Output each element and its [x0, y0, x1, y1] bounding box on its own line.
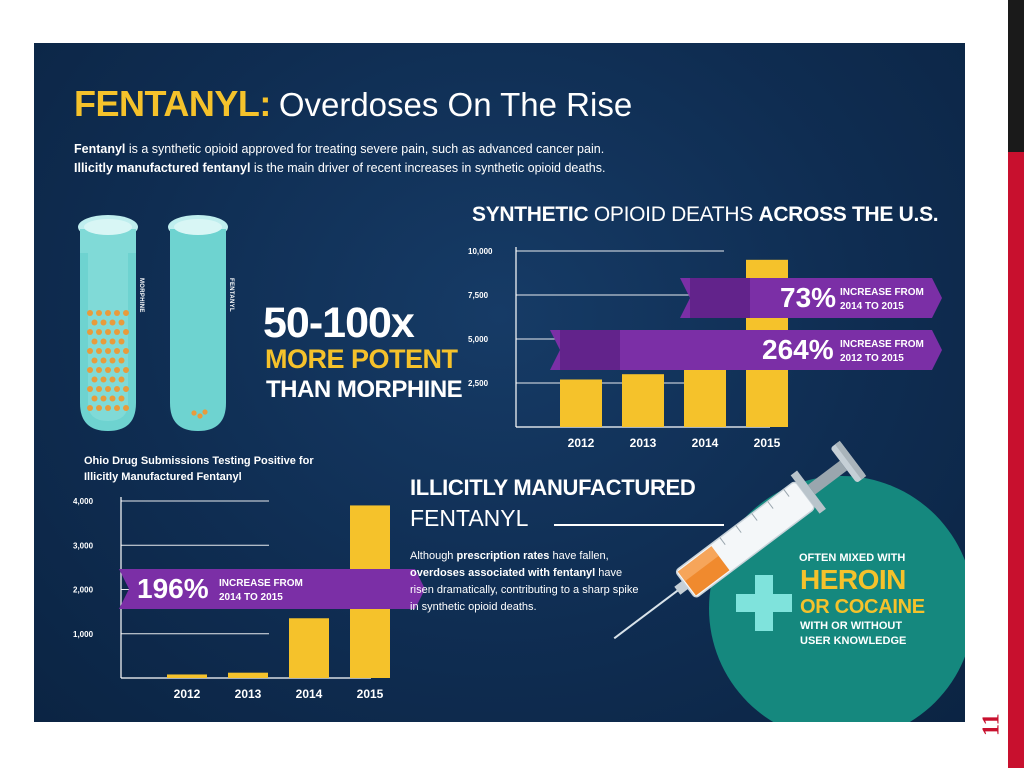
bar-2013: [622, 374, 664, 427]
chart1-title: SYNTHETIC OPIOID DEATHS ACROSS THE U.S.: [472, 203, 939, 227]
chart2-title-line1: Ohio Drug Submissions Testing Positive f…: [84, 455, 314, 467]
y-tick-label: 1,000: [73, 630, 94, 639]
synthetic-opioid-deaths-chart: 2,500 5,000 7,500 10,000 2012 2013 2014 2015 73%…: [468, 247, 942, 450]
fentanyl-tube-icon: [168, 215, 228, 431]
x-category-label: 2015: [357, 687, 384, 701]
fentanyl-tube-label: FENTANYL: [228, 278, 234, 312]
increase-label-line1: INCREASE FROM: [219, 578, 303, 589]
illicit-divider: [554, 524, 724, 526]
title-highlight: FENTANYL:: [74, 83, 271, 124]
mixed-line5: USER KNOWLEDGE: [800, 635, 907, 647]
increase-label-line1: INCREASE FROM: [840, 339, 924, 350]
page-number: 11: [978, 713, 1005, 737]
increase-percent: 196%: [137, 573, 209, 604]
intro-line-2: Illicitly manufactured fentanyl is the m…: [74, 161, 605, 175]
increase-label-line1: INCREASE FROM: [840, 287, 924, 298]
increase-banner: 73% INCREASE FROM 2014 TO 2015: [680, 278, 942, 318]
chart2-title: Ohio Drug Submissions Testing Positive f…: [84, 453, 314, 485]
title-rest: Overdoses On The Rise: [278, 86, 633, 123]
illicit-body-part1: Although: [410, 550, 457, 562]
illicit-title: ILLICITLY MANUFACTURED: [410, 475, 696, 500]
slide-edge-bar-dark: [1008, 0, 1024, 152]
increase-label-line2: 2012 TO 2015: [840, 353, 904, 364]
increase-percent: 264%: [762, 334, 834, 365]
chart1-title-thin: OPIOID DEATHS: [588, 203, 759, 226]
bar-2014: [289, 618, 329, 678]
intro-line-1: Fentanyl is a synthetic opioid approved …: [74, 142, 604, 156]
intro-line-2-rest: is the main driver of recent increases i…: [250, 161, 606, 175]
increase-label-line2: 2014 TO 2015: [219, 592, 283, 603]
x-category-label: 2015: [754, 436, 781, 450]
mixed-line1: OFTEN MIXED WITH: [799, 552, 906, 564]
plus-icon: [736, 575, 792, 631]
test-tubes-illustration: [78, 215, 228, 431]
chart2-title-line2: Illicitly Manufactured Fentanyl: [84, 471, 242, 483]
x-category-label: 2014: [692, 436, 719, 450]
bar-2012: [560, 379, 602, 427]
chart1-title-bold1: SYNTHETIC: [472, 203, 589, 226]
ohio-drug-submissions-chart: 1,000 2,000 3,000 4,000 2012 2013 2014 2015 196%…: [73, 497, 425, 701]
y-tick-label: 4,000: [73, 497, 94, 506]
x-category-label: 2013: [630, 436, 657, 450]
y-tick-label: 2,000: [73, 586, 94, 595]
increase-percent: 73%: [780, 282, 836, 313]
illicit-body-text: Although prescription rates have fallen,…: [410, 548, 640, 616]
y-tick-label: 3,000: [73, 541, 94, 550]
mixed-cocaine: OR COCAINE: [800, 596, 925, 618]
mixed-heroin: HEROIN: [800, 564, 906, 595]
bar-2013: [228, 672, 268, 678]
illicit-body-part2: prescription rates: [456, 550, 550, 562]
increase-label-line2: 2014 TO 2015: [840, 301, 904, 312]
page-title: FENTANYL: Overdoses On The Rise: [74, 83, 632, 125]
x-category-label: 2013: [235, 687, 262, 701]
illicit-body-part3: have fallen,: [549, 550, 609, 562]
potency-multiplier: 50-100x: [263, 299, 415, 347]
intro-line-2-bold: Illicitly manufactured fentanyl: [74, 161, 251, 175]
chart1-title-bold2: ACROSS THE U.S.: [758, 203, 939, 226]
y-tick-label: 10,000: [468, 247, 493, 256]
x-category-label: 2012: [174, 687, 201, 701]
intro-line-1-bold: Fentanyl: [74, 142, 126, 156]
increase-banner: 196% INCREASE FROM 2014 TO 2015: [119, 569, 425, 609]
y-tick-label: 5,000: [468, 335, 489, 344]
y-tick-label: 7,500: [468, 291, 489, 300]
slide-edge-bar-red: [1008, 152, 1024, 768]
morphine-tube-label: MORPHINE: [138, 278, 144, 313]
potency-more-potent: MORE POTENT: [265, 344, 458, 374]
syringe-icon: [613, 440, 867, 640]
illicit-subtitle: FENTANYL: [410, 505, 529, 531]
potency-than-morphine: THAN MORPHINE: [266, 376, 463, 403]
y-tick-label: 2,500: [468, 379, 489, 388]
mixed-line4: WITH OR WITHOUT: [800, 620, 903, 632]
x-category-label: 2012: [568, 436, 595, 450]
illicit-body-part5: have risen dramatically, contributing to…: [410, 567, 639, 613]
intro-line-1-rest: is a synthetic opioid approved for treat…: [125, 142, 605, 156]
bar-2012: [167, 674, 207, 678]
illicit-body-part4: overdoses associated with fentanyl: [410, 567, 596, 579]
x-category-label: 2014: [296, 687, 323, 701]
infographic-panel: FENTANYL: Overdoses On The Rise Fentanyl …: [34, 43, 965, 722]
increase-banner: 264% INCREASE FROM 2012 TO 2015: [550, 330, 942, 370]
morphine-tube-icon: [78, 215, 138, 431]
